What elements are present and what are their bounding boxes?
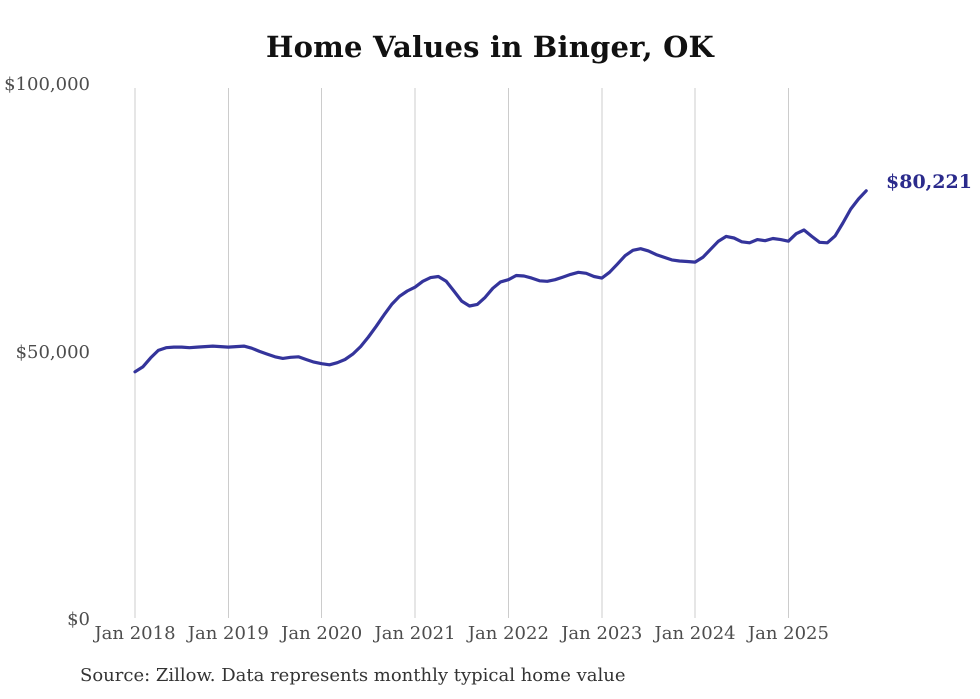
y-tick-label: $50,000 [15,341,90,363]
y-tick-label: $0 [67,609,90,630]
x-tick-label: Jan 2020 [281,623,363,644]
x-tick-label: Jan 2023 [561,623,643,644]
chart-title: Home Values in Binger, OK [266,30,714,64]
y-tick-label: $100,000 [4,74,90,95]
home-value-line [133,189,868,374]
source-note: Source: Zillow. Data represents monthly … [80,665,626,686]
x-tick-label: Jan 2019 [187,623,269,644]
x-tick-label: Jan 2018 [94,623,176,644]
x-tick-label: Jan 2024 [654,623,736,644]
x-tick-label: Jan 2022 [467,623,549,644]
year-gridlines [134,88,789,618]
x-tick-label: Jan 2021 [374,623,456,644]
x-tick-label: Jan 2025 [747,623,829,644]
latest-value-label: $80,221 [886,171,972,193]
